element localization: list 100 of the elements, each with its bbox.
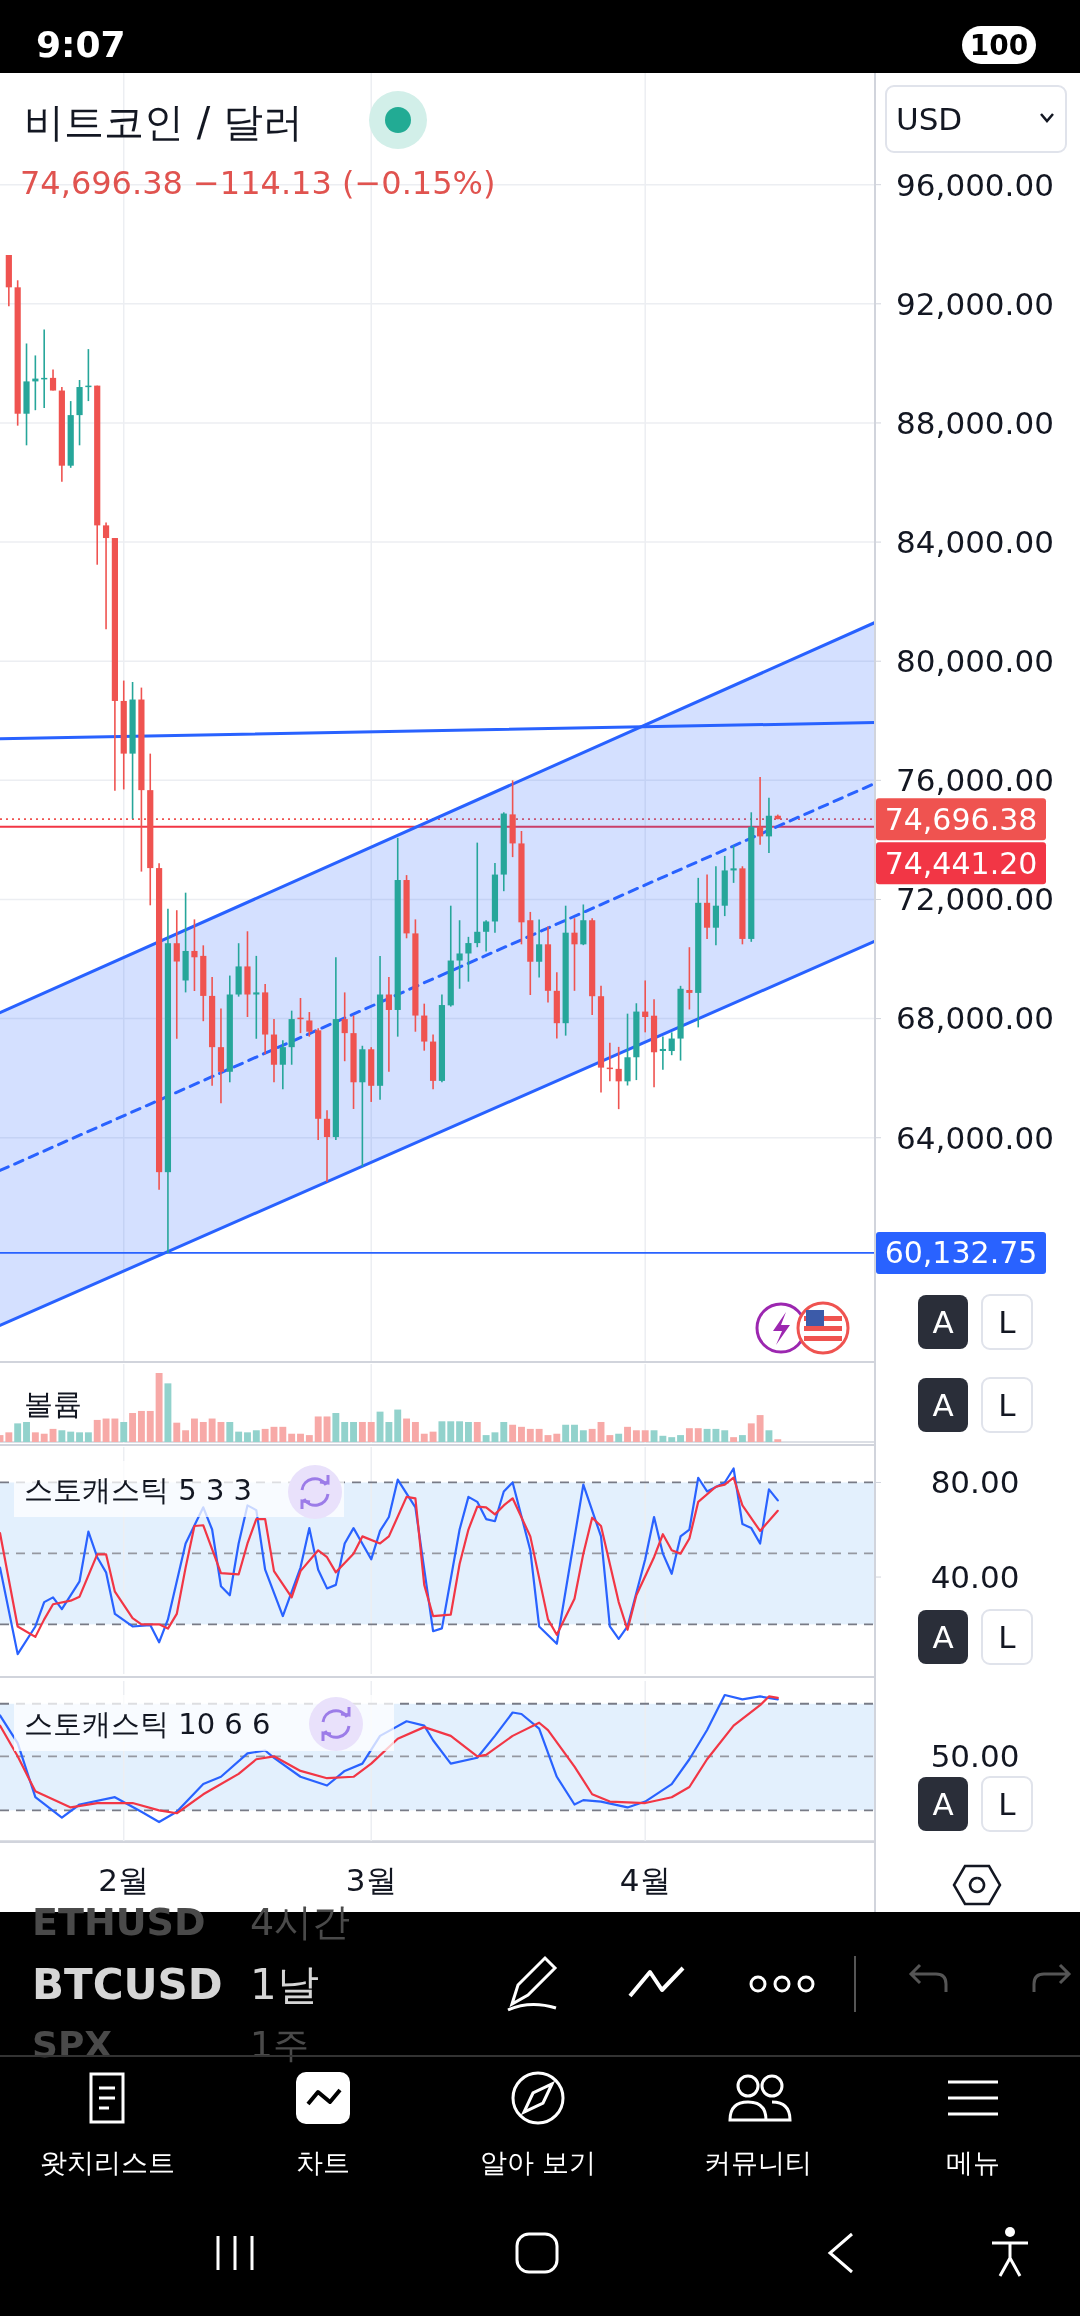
bar [252, 1430, 260, 1442]
y-tick-label: 88,000.00 [896, 404, 1054, 441]
bar [279, 1426, 287, 1442]
candlestick [456, 919, 463, 990]
bar [288, 1433, 296, 1442]
bar [562, 1424, 570, 1442]
y-tick-label: 72,000.00 [896, 881, 1054, 918]
bar [208, 1418, 216, 1442]
bar [67, 1431, 75, 1442]
bar [155, 1373, 163, 1442]
text: 50.00 [930, 1738, 1020, 1775]
bar [447, 1421, 455, 1442]
bar [765, 1430, 773, 1442]
text: 메뉴 [946, 2147, 1000, 2179]
bar [226, 1421, 234, 1442]
candlestick [49, 368, 57, 392]
bar [84, 1432, 92, 1442]
bar [305, 1435, 313, 1442]
y-tick-label: 96,000.00 [896, 166, 1054, 203]
text: L [998, 1618, 1016, 1655]
bar [244, 1432, 251, 1442]
bar [164, 1383, 172, 1442]
candlestick [279, 1039, 286, 1091]
bar [473, 1421, 481, 1442]
text: A [932, 1303, 954, 1340]
bar [747, 1423, 755, 1442]
text: 알아 보기 [479, 2147, 597, 2179]
text: 비트코인 / 달러 [24, 99, 303, 145]
bar [464, 1421, 472, 1442]
bar [93, 1419, 101, 1442]
bar [615, 1433, 623, 1442]
bar [730, 1437, 738, 1442]
y-tick-label: 84,000.00 [896, 523, 1054, 560]
bar [40, 1433, 48, 1442]
candlestick [474, 841, 481, 949]
text: 스토캐스틱 5 3 3 [24, 1473, 253, 1508]
bar [120, 1421, 128, 1442]
bar [199, 1421, 207, 1442]
text: L [998, 1785, 1016, 1822]
candlestick [306, 1011, 313, 1038]
text: 4시간 [250, 1900, 351, 1945]
candlestick [571, 917, 578, 992]
candlestick [173, 909, 180, 1040]
bar [641, 1430, 649, 1442]
candlestick [712, 865, 719, 946]
candlestick [730, 844, 737, 884]
text: 100 [969, 28, 1029, 62]
bar [297, 1433, 304, 1442]
bar [738, 1435, 746, 1442]
bar [659, 1435, 667, 1442]
bar [403, 1418, 411, 1442]
y-tick-label: 76,000.00 [896, 762, 1054, 799]
bar [518, 1426, 525, 1442]
bar [624, 1426, 631, 1442]
bar [191, 1418, 198, 1442]
text: 차트 [296, 2147, 350, 2179]
ref-line-label: 74,696.38 [884, 801, 1038, 837]
text: 스토캐스틱 10 6 6 [24, 1707, 271, 1742]
candlestick [323, 1109, 331, 1183]
y-tick-label: 68,000.00 [896, 1000, 1054, 1037]
bar [367, 1421, 375, 1442]
bar [588, 1428, 596, 1442]
bar [526, 1428, 534, 1442]
candlestick [191, 918, 198, 992]
bar [500, 1421, 508, 1442]
bar [358, 1421, 366, 1442]
bar [146, 1410, 154, 1442]
text: ETHUSD [32, 1900, 206, 1945]
candlestick [668, 1031, 675, 1056]
y-tick-label: 80,000.00 [896, 643, 1054, 680]
bar [571, 1424, 578, 1442]
candlestick [385, 976, 392, 1073]
text: 74,696.38 −114.13 (−0.15%) [20, 164, 496, 203]
candlestick [615, 1046, 622, 1110]
bar [23, 1421, 30, 1442]
bar [31, 1432, 39, 1442]
bar [509, 1424, 517, 1442]
bar [668, 1437, 676, 1442]
candlestick [465, 936, 472, 983]
text: 왓치리스트 [39, 2147, 175, 2179]
text: A [932, 1785, 954, 1822]
text: L [998, 1386, 1016, 1423]
bar [756, 1415, 764, 1442]
text: 1날 [250, 1959, 319, 2009]
bar [721, 1430, 729, 1442]
bar [553, 1433, 561, 1442]
candlestick [102, 521, 110, 631]
x-tick-label: 2월 [98, 1861, 150, 1898]
text: BTCUSD [32, 1959, 223, 2009]
y-tick-label: 40.00 [930, 1558, 1020, 1595]
bar [261, 1428, 269, 1442]
x-tick-label: 3월 [345, 1861, 397, 1898]
text: A [932, 1386, 954, 1423]
bar [677, 1435, 684, 1442]
ref-line-label: 60,132.75 [884, 1235, 1038, 1271]
bar [535, 1428, 543, 1442]
bar [491, 1432, 499, 1442]
text: 9:07 [36, 23, 126, 65]
bar [182, 1430, 190, 1442]
bar [173, 1422, 181, 1442]
